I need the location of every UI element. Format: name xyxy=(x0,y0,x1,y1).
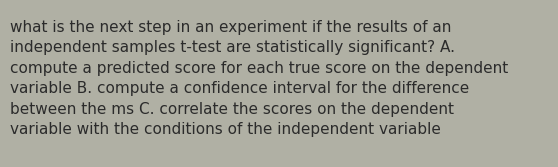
Text: what is the next step in an experiment if the results of an
independent samples : what is the next step in an experiment i… xyxy=(10,20,508,137)
